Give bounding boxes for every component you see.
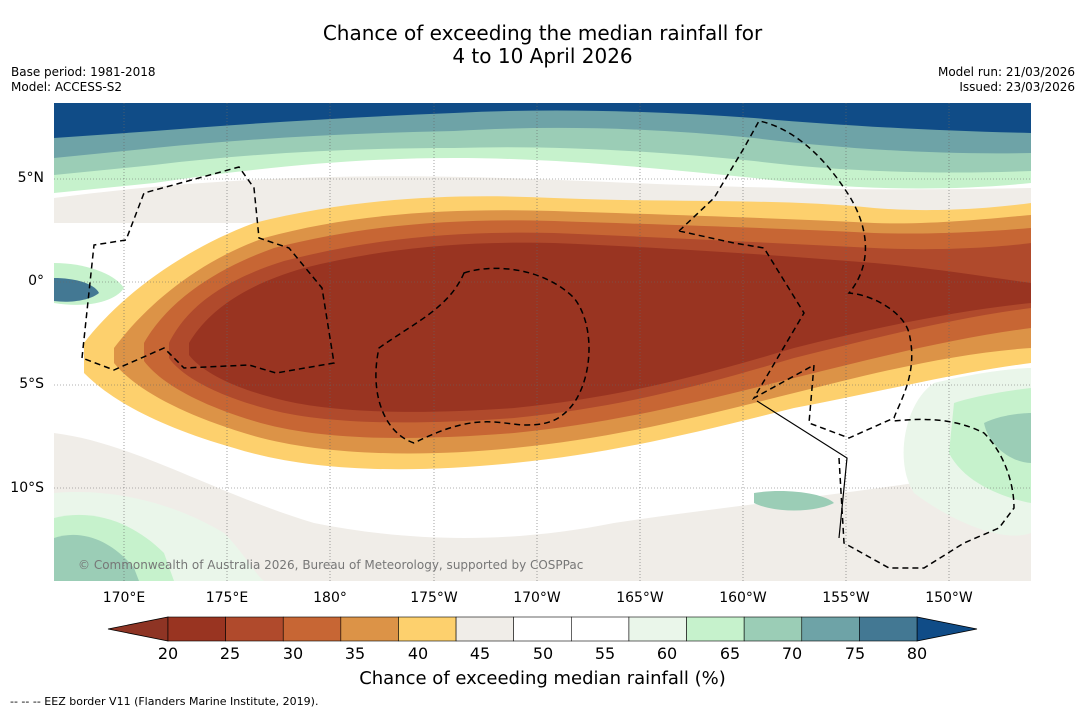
colorbar-swatch [398,616,457,642]
issued-date: Issued: 23/03/2026 [959,80,1075,94]
eez-footnote: -- -- -- EEZ border V11 (Flanders Marine… [10,695,319,708]
colorbar-tick: 20 [157,644,179,663]
colorbar-swatch [571,616,630,642]
map-svg [54,103,1031,581]
model-run-date: Model run: 21/03/2026 [937,65,1075,79]
band-below-20 [189,242,1031,412]
colorbar-tick: 35 [344,644,366,663]
colorbar-high-extend [916,616,978,642]
colorbar-tick: 40 [407,644,429,663]
colorbar-tick: 50 [532,644,554,663]
colorbar-tick: 75 [844,644,866,663]
lat-label: 5°S [19,376,44,392]
colorbar-swatch [801,616,860,642]
colorbar-swatch [455,616,514,642]
chart-title-line1: Chance of exceeding the median rainfall … [322,21,763,45]
lon-label: 155°W [822,590,870,606]
eez-borders [81,120,1015,569]
colorbar-tick: 65 [719,644,741,663]
band-80-north [54,103,1031,138]
lat-label: 10°S [10,480,44,496]
colorbar-low-extend [107,616,169,642]
colorbar-swatch [686,616,745,642]
chart-title-line2: 4 to 10 April 2026 [452,44,633,68]
colorbar-title: Chance of exceeding median rainfall (%) [359,668,726,689]
lon-label: 180° [313,590,347,606]
colorbar-swatch [282,616,342,642]
eez-solid-boundary [756,400,848,539]
colorbar-swatch [859,616,918,642]
colorbar-tick: 45 [469,644,491,663]
band-70-sw [54,534,139,581]
colorbar [107,616,978,642]
colorbar-tick: 30 [282,644,304,663]
lon-label: 175°E [205,590,249,606]
colorbar-swatch [167,616,226,642]
lon-label: 170°W [513,590,561,606]
colorbar-tick: 55 [594,644,616,663]
colorbar-swatch [628,616,687,642]
colorbar-swatch [340,616,399,642]
lon-label: 150°W [925,590,973,606]
band-70-se [984,413,1031,463]
graticule [54,103,1031,581]
colorbar-tick: 80 [906,644,928,663]
colorbar-tick: 25 [219,644,241,663]
lat-label: 0° [28,273,44,289]
colorbar-swatch [743,616,803,642]
lon-label: 170°E [102,590,146,606]
patch-75-west [54,278,99,302]
lon-label: 165°W [616,590,664,606]
colorbar-tick: 60 [656,644,678,663]
lon-label: 160°W [719,590,767,606]
lon-label: 175°W [410,590,458,606]
model-name: Model: ACCESS-S2 [11,80,123,94]
rainfall-map [54,103,1031,581]
band-45-south [54,433,1031,581]
lat-label: 5°N [17,170,44,186]
patch-70-south [754,491,834,511]
map-credit: © Commonwealth of Australia 2026, Bureau… [78,558,584,572]
base-period: Base period: 1981-2018 [11,65,156,79]
colorbar-swatch [513,616,572,642]
colorbar-swatch [225,616,284,642]
colorbar-tick: 70 [781,644,803,663]
